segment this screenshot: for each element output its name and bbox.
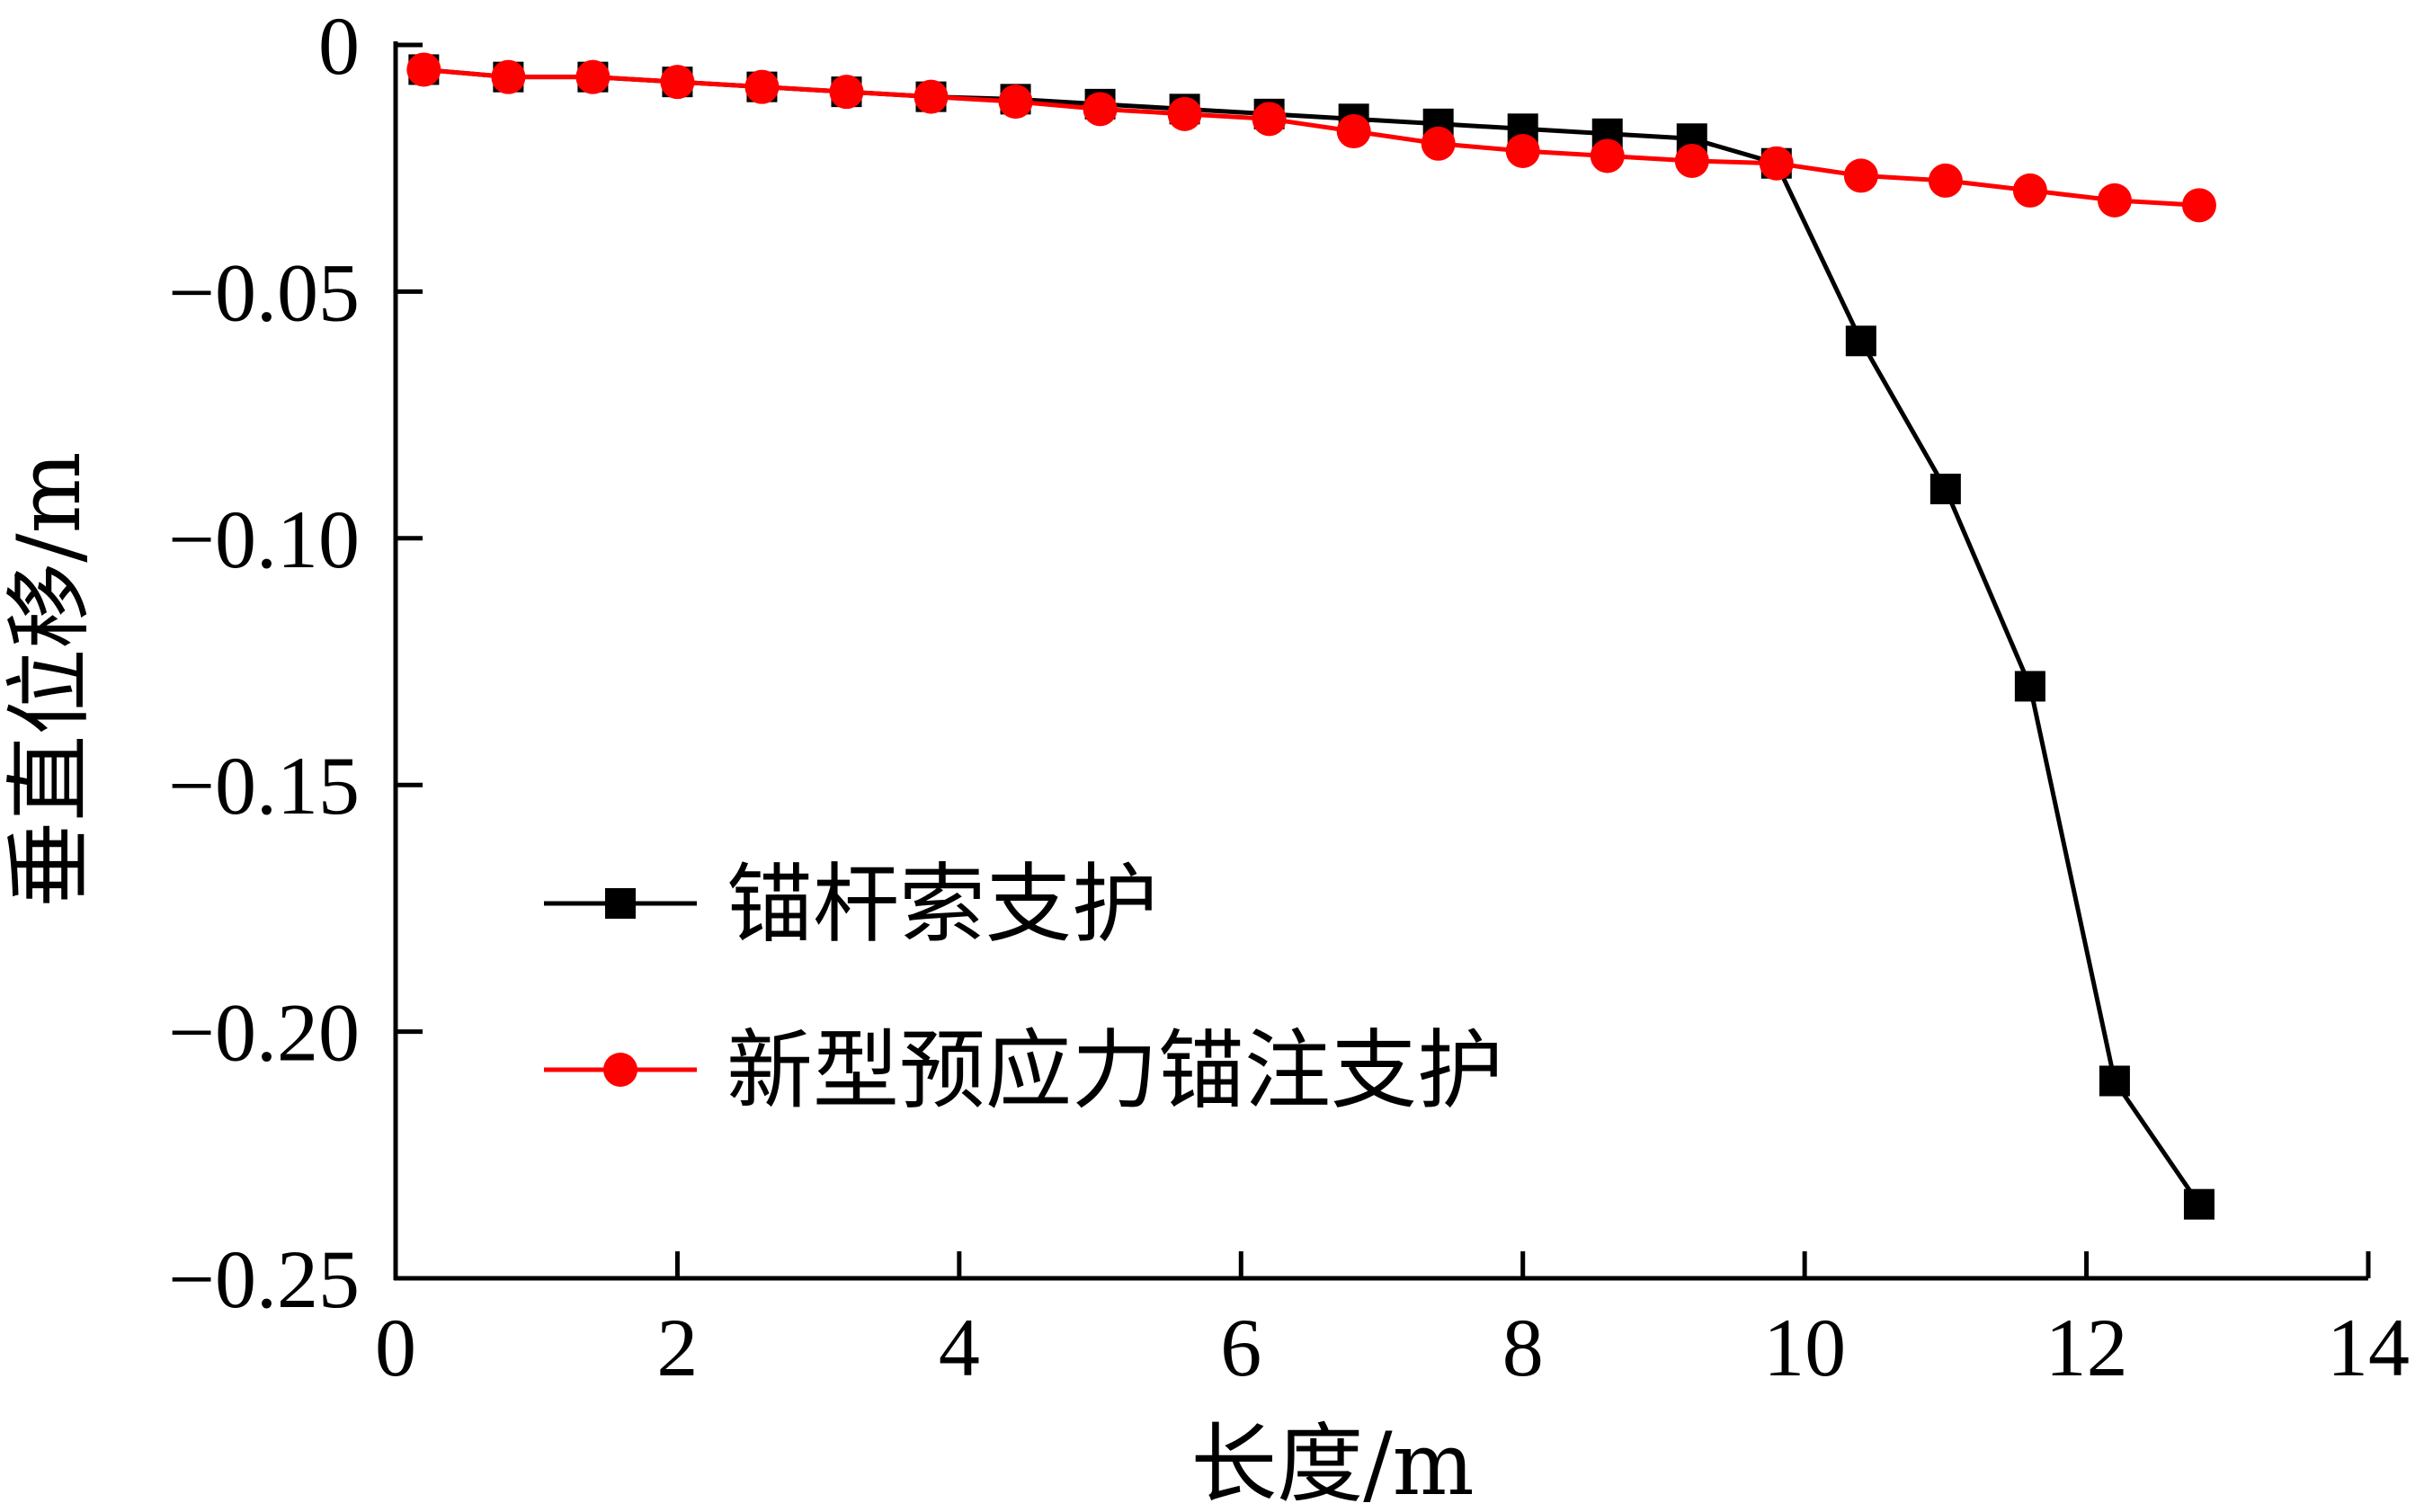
- y-tick-label: 0: [318, 0, 360, 92]
- x-tick-label: 8: [1502, 1302, 1544, 1393]
- data-point: [406, 52, 441, 87]
- data-point: [491, 59, 526, 94]
- data-point: [1843, 158, 1878, 193]
- series-2: [406, 52, 2216, 223]
- x-tick-label: 2: [656, 1302, 698, 1393]
- plot-area: [406, 52, 2216, 1220]
- x-tick-label: 6: [1220, 1302, 1261, 1393]
- x-tick-label: 12: [2045, 1302, 2128, 1393]
- y-tick-label: −0.05: [168, 246, 360, 338]
- data-point: [1083, 92, 1118, 127]
- y-axis-title: 垂直位移/m: [0, 451, 100, 907]
- data-point: [660, 65, 695, 100]
- data-point: [913, 79, 949, 114]
- data-point: [575, 59, 610, 94]
- data-point: [2014, 671, 2045, 702]
- data-point: [2099, 1065, 2130, 1097]
- data-point: [1590, 138, 1625, 173]
- data-point: [1845, 325, 1876, 357]
- data-point: [2183, 1188, 2215, 1220]
- data-point: [2097, 182, 2132, 218]
- legend-item-1: 锚杆索支护: [544, 854, 1158, 955]
- data-point: [1929, 473, 1961, 504]
- legend-marker: [605, 888, 636, 919]
- data-point: [1252, 102, 1287, 137]
- data-point: [1759, 146, 1794, 181]
- legend-label: 锚杆索支护: [726, 854, 1158, 955]
- legend-marker: [603, 1053, 637, 1087]
- y-tick-label: −0.20: [168, 987, 360, 1079]
- x-tick-label: 0: [375, 1302, 416, 1393]
- data-point: [1421, 126, 1456, 161]
- data-point: [1336, 114, 1371, 149]
- data-point: [1167, 96, 1202, 131]
- data-point: [1674, 143, 1709, 178]
- x-axis-title: 长度/m: [1190, 1414, 1474, 1512]
- data-point: [1505, 133, 1540, 168]
- x-tick-label: 4: [939, 1302, 980, 1393]
- legend-item-2: 新型预应力锚注支护: [544, 1020, 1503, 1121]
- y-tick-label: −0.15: [168, 740, 360, 832]
- data-point: [2181, 188, 2216, 223]
- series-line: [423, 67, 2200, 208]
- data-point: [1928, 163, 1963, 198]
- legend-label: 新型预应力锚注支护: [726, 1020, 1503, 1121]
- data-point: [2012, 173, 2047, 208]
- data-point: [998, 84, 1033, 120]
- y-tick-label: −0.25: [168, 1233, 360, 1325]
- data-point: [744, 69, 780, 104]
- data-point: [829, 75, 864, 110]
- y-tick-label: −0.10: [168, 494, 360, 585]
- x-tick-label: 14: [2327, 1302, 2410, 1393]
- x-tick-label: 10: [1763, 1302, 1846, 1393]
